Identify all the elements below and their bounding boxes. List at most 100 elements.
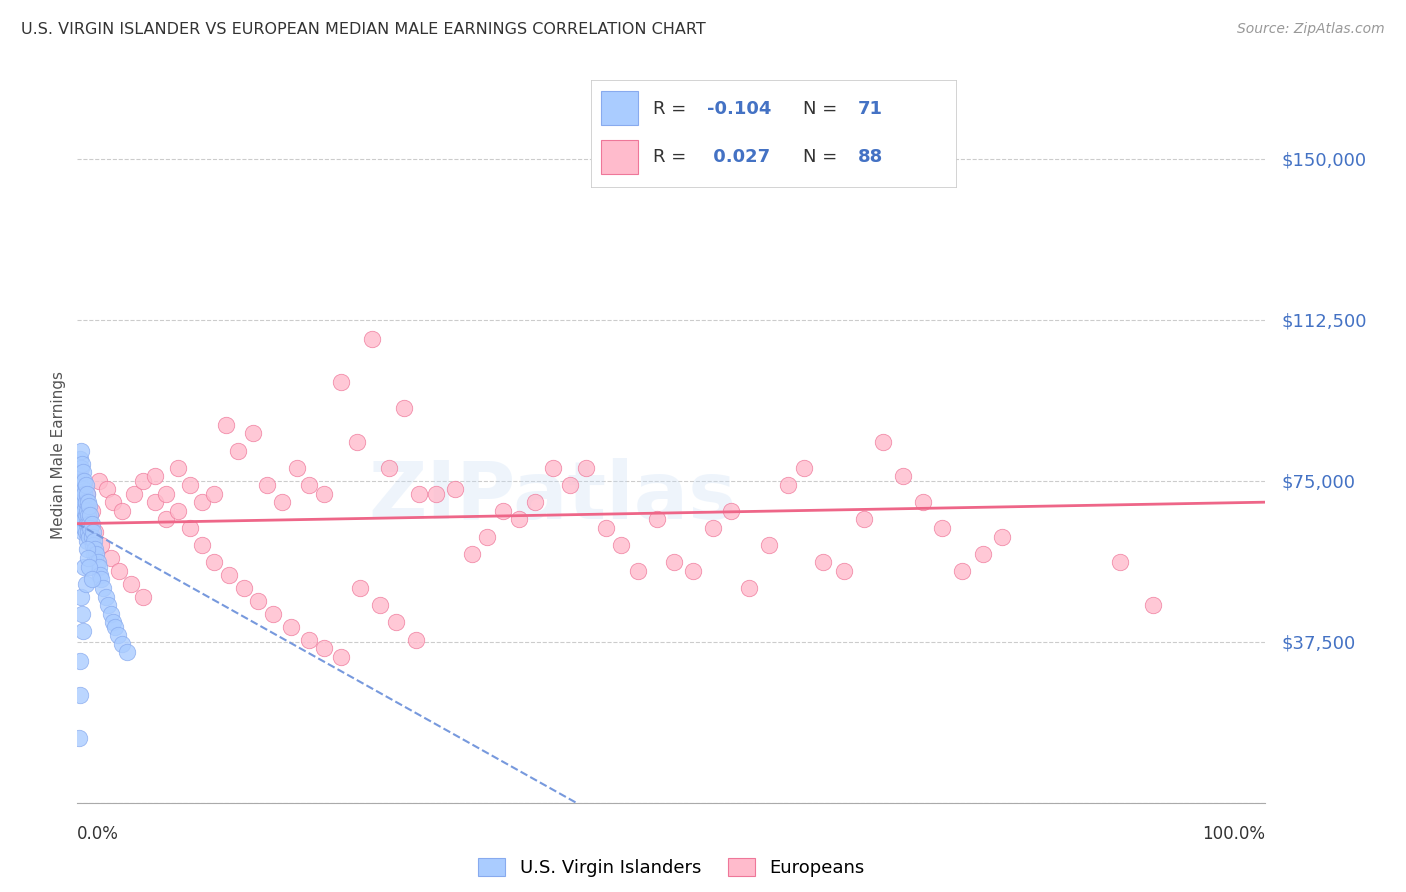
- Point: [82, 538, 104, 552]
- Point: [73, 474, 96, 488]
- Point: [523, 495, 546, 509]
- Point: [70, 474, 93, 488]
- Point: [575, 460, 598, 475]
- Point: [69, 452, 91, 467]
- Point: [191, 538, 214, 552]
- Point: [69, 654, 91, 668]
- Point: [972, 547, 994, 561]
- Text: 71: 71: [858, 100, 883, 118]
- FancyBboxPatch shape: [602, 140, 638, 175]
- Point: [86, 555, 108, 569]
- Point: [72, 495, 94, 509]
- Point: [69, 486, 91, 500]
- Point: [77, 516, 100, 531]
- Text: N =: N =: [803, 148, 842, 166]
- Point: [115, 645, 138, 659]
- Point: [75, 495, 97, 509]
- Point: [425, 486, 447, 500]
- Point: [75, 508, 97, 522]
- Point: [330, 649, 353, 664]
- Point: [931, 521, 953, 535]
- Point: [346, 435, 368, 450]
- Point: [191, 495, 214, 509]
- Text: Source: ZipAtlas.com: Source: ZipAtlas.com: [1237, 22, 1385, 37]
- Point: [226, 443, 249, 458]
- Point: [83, 547, 105, 561]
- Point: [392, 401, 415, 415]
- Point: [101, 615, 124, 630]
- Point: [758, 538, 780, 552]
- Point: [610, 538, 633, 552]
- Point: [408, 486, 430, 500]
- Point: [72, 512, 94, 526]
- Point: [70, 590, 93, 604]
- Y-axis label: Median Male Earnings: Median Male Earnings: [51, 371, 66, 539]
- Point: [813, 555, 835, 569]
- Point: [100, 607, 122, 621]
- Point: [330, 375, 353, 389]
- Point: [377, 460, 399, 475]
- Point: [72, 624, 94, 638]
- Point: [100, 551, 122, 566]
- Point: [793, 460, 815, 475]
- Point: [75, 576, 97, 591]
- Point: [492, 504, 515, 518]
- Point: [80, 529, 103, 543]
- Point: [167, 504, 190, 518]
- Point: [80, 504, 103, 518]
- Point: [179, 478, 201, 492]
- Point: [70, 478, 93, 492]
- Point: [97, 599, 120, 613]
- Point: [83, 533, 105, 548]
- Point: [298, 632, 321, 647]
- Point: [298, 478, 321, 492]
- Point: [77, 512, 100, 526]
- Point: [256, 478, 278, 492]
- Point: [891, 469, 914, 483]
- Point: [76, 542, 98, 557]
- Point: [285, 460, 308, 475]
- Point: [131, 590, 153, 604]
- Point: [361, 332, 384, 346]
- Point: [77, 525, 100, 540]
- Point: [72, 465, 94, 479]
- Point: [167, 460, 190, 475]
- Point: [80, 573, 103, 587]
- Text: ZIPatlas: ZIPatlas: [368, 458, 737, 536]
- Point: [77, 529, 100, 543]
- Point: [246, 594, 269, 608]
- Text: 100.0%: 100.0%: [1202, 825, 1265, 843]
- Point: [77, 508, 100, 522]
- Point: [461, 547, 484, 561]
- Point: [77, 500, 100, 514]
- Text: R =: R =: [652, 148, 692, 166]
- Point: [541, 460, 564, 475]
- Point: [76, 486, 98, 500]
- Point: [179, 521, 201, 535]
- Point: [76, 533, 98, 548]
- Point: [270, 495, 292, 509]
- Point: [69, 504, 91, 518]
- Point: [70, 607, 93, 621]
- Point: [232, 581, 254, 595]
- Point: [1142, 599, 1164, 613]
- Point: [627, 564, 650, 578]
- Point: [107, 628, 129, 642]
- Point: [218, 568, 240, 582]
- Point: [76, 516, 98, 531]
- Point: [662, 555, 685, 569]
- Text: N =: N =: [803, 100, 842, 118]
- Point: [477, 529, 499, 543]
- Point: [314, 641, 336, 656]
- Point: [87, 559, 110, 574]
- Point: [111, 504, 134, 518]
- Point: [444, 483, 467, 497]
- Point: [508, 512, 530, 526]
- FancyBboxPatch shape: [602, 91, 638, 125]
- Point: [70, 457, 93, 471]
- Point: [262, 607, 284, 621]
- Text: R =: R =: [652, 100, 692, 118]
- Point: [70, 495, 93, 509]
- Point: [990, 529, 1012, 543]
- Point: [645, 512, 668, 526]
